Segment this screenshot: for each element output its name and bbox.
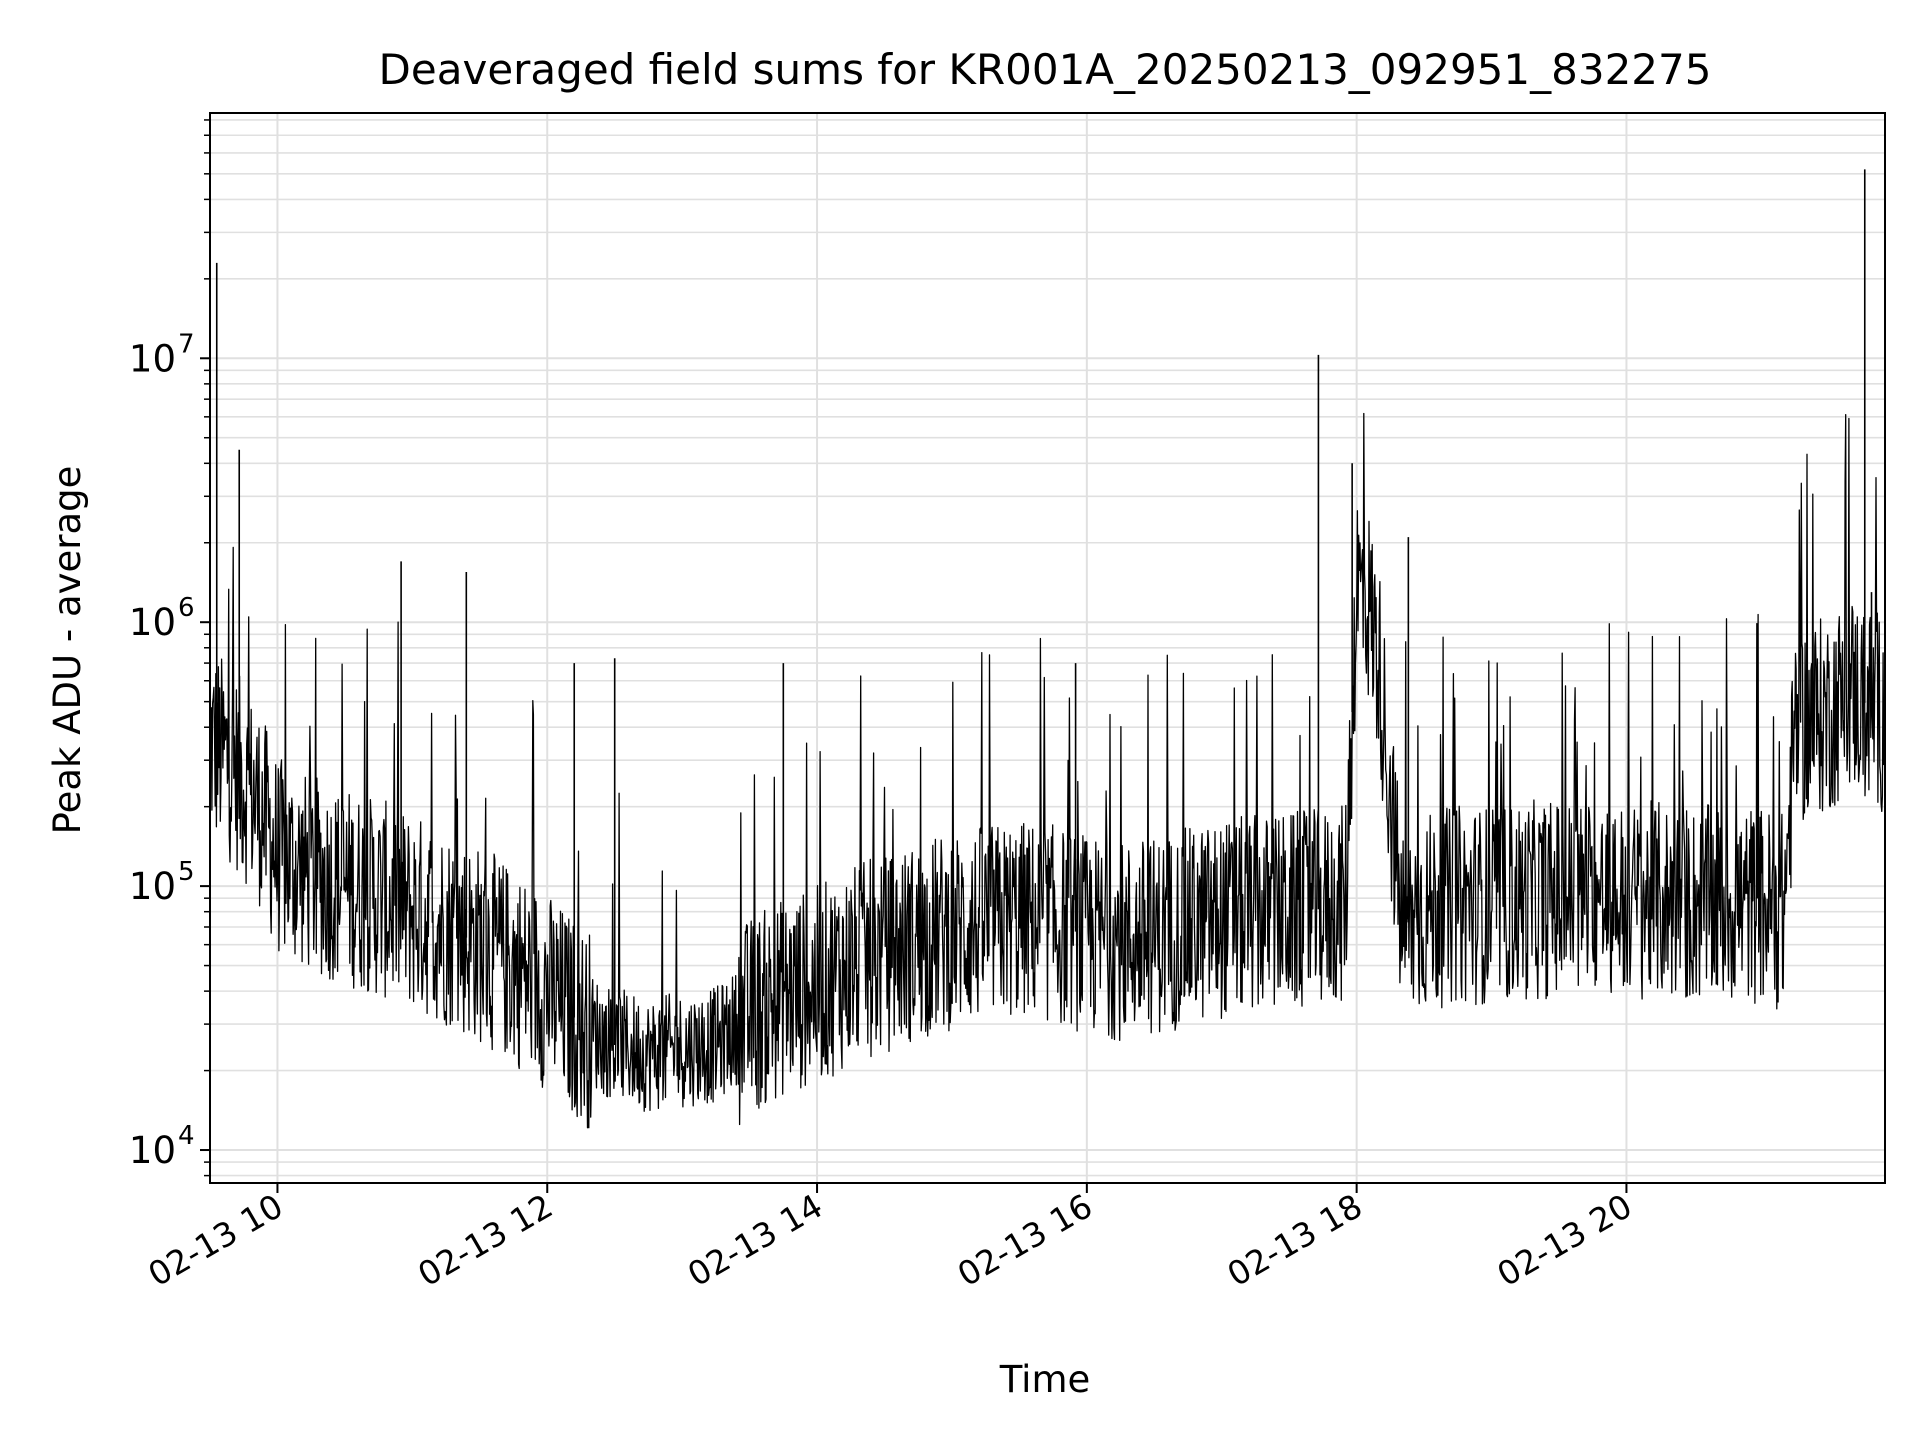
y-tick-label: 10 bbox=[129, 337, 176, 380]
y-tick-label: 10 bbox=[129, 865, 176, 908]
y-tick-exponent: 5 bbox=[178, 857, 195, 887]
y-tick-exponent: 4 bbox=[178, 1121, 195, 1151]
y-tick-exponent: 7 bbox=[178, 329, 195, 359]
y-axis-label: Peak ADU - average bbox=[46, 466, 89, 835]
y-tick-exponent: 6 bbox=[178, 593, 195, 623]
series-line bbox=[209, 412, 1886, 1129]
series-layer bbox=[209, 169, 1886, 1129]
chart-title: Deaveraged field sums for KR001A_2025021… bbox=[379, 45, 1712, 94]
y-tick-label: 10 bbox=[129, 601, 176, 644]
y-tick-label: 10 bbox=[129, 1129, 176, 1172]
x-axis-label: Time bbox=[999, 1358, 1091, 1401]
